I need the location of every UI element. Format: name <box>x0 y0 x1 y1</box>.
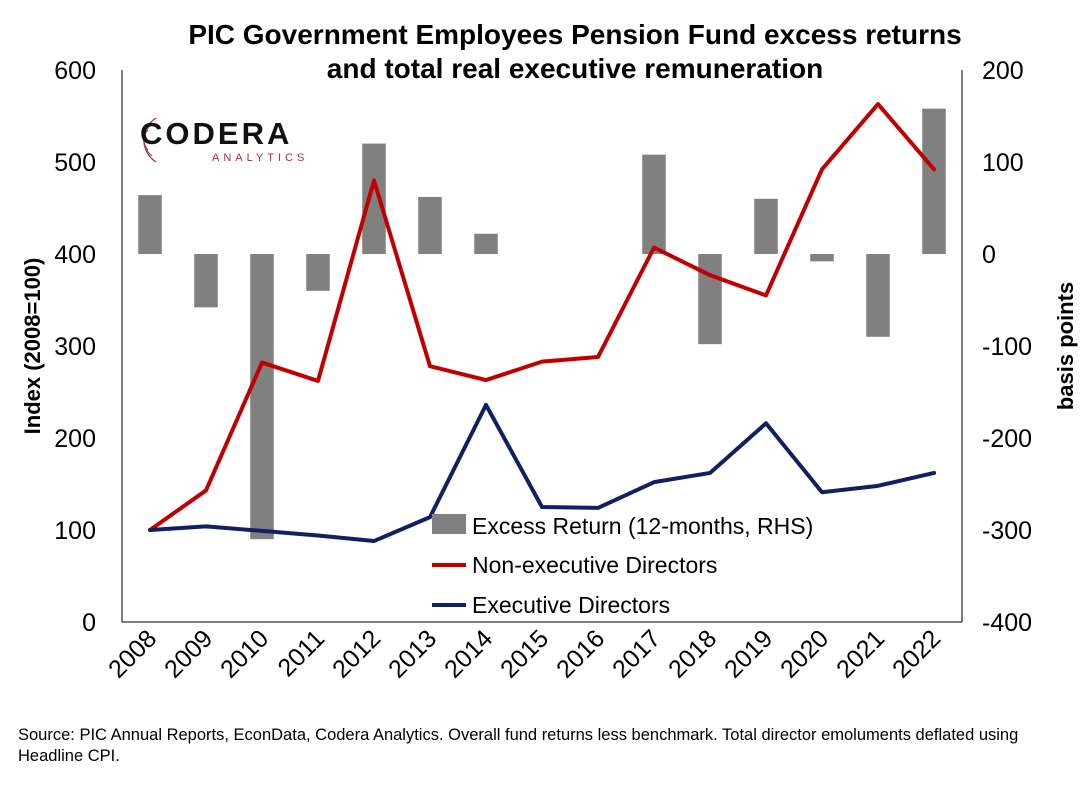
legend-label-non-executive: Non-executive Directors <box>472 552 717 578</box>
excess-return-bar <box>698 254 722 345</box>
right-tick-label: 200 <box>982 57 1024 85</box>
legend-label-excess-return: Excess Return (12-months, RHS) <box>472 513 813 539</box>
source-note: Source: PIC Annual Reports, EconData, Co… <box>18 726 1019 765</box>
x-tick-label: 2016 <box>551 624 610 683</box>
left-tick-label: 100 <box>54 517 96 545</box>
x-tick-label: 2020 <box>775 624 834 683</box>
legend-label-executive: Executive Directors <box>472 592 670 618</box>
excess-return-bar <box>250 254 274 540</box>
excess-return-bars <box>138 108 946 540</box>
excess-return-bar <box>362 143 386 254</box>
codera-logo: CODERA ANALYTICS <box>122 104 322 174</box>
excess-return-bar <box>866 254 890 337</box>
left-tick-label: 0 <box>82 609 96 637</box>
director-lines <box>148 102 936 544</box>
chart-title-line-1: PIC Government Employees Pension Fund ex… <box>188 19 962 50</box>
left-tick-label: 200 <box>54 425 96 453</box>
x-tick-label: 2010 <box>215 624 274 683</box>
non-executive-directors-line <box>148 102 936 532</box>
x-tick-label: 2009 <box>159 624 218 683</box>
excess-return-bar <box>754 198 778 254</box>
x-tick-label: 2015 <box>495 624 554 683</box>
right-tick-label: 0 <box>982 241 996 269</box>
excess-return-bar <box>138 195 162 254</box>
excess-return-bar <box>474 233 498 254</box>
left-tick-label: 400 <box>54 241 96 269</box>
excess-return-bar <box>922 108 946 254</box>
axes <box>121 70 963 623</box>
right-tick-label: -100 <box>982 333 1032 361</box>
left-tick-label: 600 <box>54 57 96 85</box>
x-tick-label: 2022 <box>887 624 946 683</box>
excess-return-bar <box>306 254 330 291</box>
left-axis-label: Index (2008=100) <box>20 258 45 435</box>
chart: 0 100 200 300 400 500 600 -400 -300 -200 -100 0 100 2… <box>20 57 1078 684</box>
x-tick-label: 2021 <box>831 624 890 683</box>
right-axis-label: basis points <box>1053 282 1078 410</box>
chart-title: PIC Government Employees Pension Fund ex… <box>0 18 1080 86</box>
x-tick-label: 2011 <box>272 624 330 682</box>
chart-title-line-2: and total real executive remuneration <box>326 53 824 84</box>
right-tick-label: -300 <box>982 517 1032 545</box>
right-tick-label: 100 <box>982 149 1024 177</box>
legend: Excess Return (12-months, RHS) Non-execut… <box>432 513 813 618</box>
logo-subtitle: ANALYTICS <box>212 152 309 164</box>
right-tick-label: -200 <box>982 425 1032 453</box>
x-tick-label: 2019 <box>719 624 778 683</box>
x-tick-label: 2014 <box>439 624 498 683</box>
left-tick-label: 300 <box>54 333 96 361</box>
x-tick-label: 2012 <box>327 624 386 683</box>
x-tick-label: 2017 <box>607 624 666 683</box>
x-tick-label: 2013 <box>383 624 442 683</box>
executive-directors-line <box>148 402 936 544</box>
excess-return-bar <box>810 254 834 262</box>
logo-wordmark: CODERA <box>140 116 293 151</box>
x-tick-label: 2008 <box>103 624 162 683</box>
legend-swatch-excess-return <box>432 514 466 534</box>
excess-return-bar <box>418 196 442 254</box>
excess-return-bar <box>642 154 666 254</box>
x-tick-label: 2018 <box>663 624 722 683</box>
excess-return-bar <box>194 254 218 308</box>
left-tick-label: 500 <box>54 149 96 177</box>
right-tick-label: -400 <box>982 609 1032 637</box>
logo-mark-icon <box>143 117 157 163</box>
